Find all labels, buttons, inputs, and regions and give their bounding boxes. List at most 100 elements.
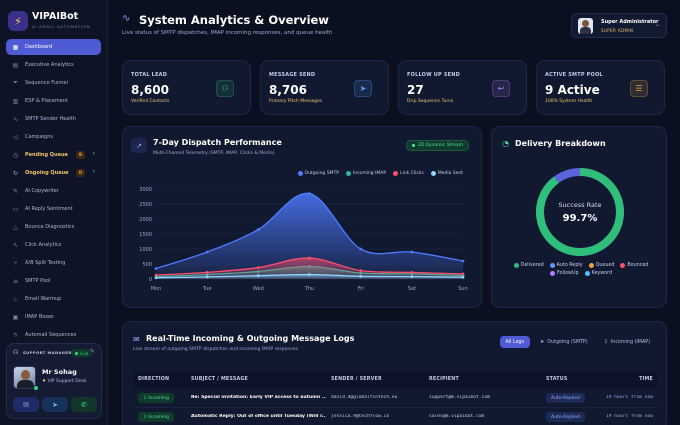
success-rate-label: Success Rate [558,201,602,209]
legend-label: Link Clicks [400,171,424,176]
support-manager-card: ☊ SUPPORT MANAGER Live ✎ Mr Sohag ♦ VIP … [6,343,102,419]
sidebar-item-ongoing-queue[interactable]: ↻ Ongoing Queue 0 › [6,165,101,181]
message-button[interactable]: ➤ [42,397,68,412]
chart-legend: Outgoing SMTP Incoming IMAP Link Clicks Med… [297,171,463,176]
pulse-icon: ∿ [12,115,19,123]
point-media-sent [359,274,363,278]
sidebar-item-label: A/B Split Testing [25,260,66,266]
stream-badge: 3D Dynamic Stream [405,140,469,151]
sidebar-item-label: Dashboard [25,44,53,50]
point-outgoing-smtp [359,247,363,251]
tab-outgoing-smtp[interactable]: ➤ Outgoing (SMTP) [534,336,594,348]
point-outgoing-smtp [205,250,209,254]
tab-label: Incoming (IMAP) [610,339,650,345]
sidebar-item-automail-sequences[interactable]: ϟ Automail Sequences [6,327,101,343]
warning-icon: △ [13,223,18,231]
tab-incoming-imap[interactable]: ⇩ Incoming (IMAP) [598,336,656,348]
sidebar-item-label: Campaigns [25,134,54,140]
legend-entry: FollowUp [549,271,579,276]
legend-entry: Delivered [513,263,544,268]
profile-name: Super Administrator [601,19,659,25]
tab-all-logs[interactable]: All Logs [499,336,531,348]
download-icon: ⇩ [603,339,608,345]
stat-label: MESSAGE SEND [269,72,316,78]
point-link-clicks [359,269,363,272]
legend-label: Media Sent [437,171,463,176]
sidebar-item-click-analytics[interactable]: ↖ Click Analytics [6,237,101,253]
x-tick-label: Mon [151,286,162,292]
point-link-clicks [205,271,209,274]
logs-title: Real-Time Incoming & Outgoing Message Lo… [146,334,355,343]
x-tick-label: Sat [408,286,416,292]
legend-label: Bounced [627,263,649,268]
point-link-clicks [154,273,158,277]
headset-icon: ☊ [13,349,19,356]
sidebar-item-label: IMAP Boxes [25,314,54,320]
sidebar-item-ai-copywriter[interactable]: ✎ AI Copywriter [6,183,101,199]
table-row[interactable]: ⇩ Incoming Re: Special invitation: Early … [133,390,658,408]
sidebar-item-ai-reply-sentiment[interactable]: ▭ AI Reply Sentiment [6,201,101,217]
stat-subtext: Primary Pitch Messages [269,99,323,104]
sidebar-item-dashboard[interactable]: ▦ Dashboard [6,39,101,55]
sidebar-item-label: Ongoing Queue [25,170,69,176]
clock-icon: ◷ [12,151,19,159]
call-button[interactable]: ✆ [71,397,97,412]
row-subject: Automatic Reply: Out of office until Tue… [191,414,326,419]
legend-label: Outgoing SMTP [304,171,339,176]
legend-swatch [549,263,555,268]
row-subject: Re: Special invitation: Early VIP access… [191,395,326,400]
delivery-legend: Delivered Auto Reply Queued Bounced FollowUp… [506,263,656,276]
pie-icon: ◔ [502,139,509,148]
row-recipient: support@m.vipaibot.com [429,395,490,400]
profile-menu[interactable]: Super Administrator SUPER ADMIN ⌄ [571,13,667,38]
activity-icon: ∿ [122,13,131,24]
x-tick-label: Wed [253,286,264,292]
chevron-right-icon: › [92,168,95,175]
area-outgoing-smtp [156,193,463,279]
sidebar-item-executive-analytics[interactable]: ▤ Executive Analytics [6,57,101,73]
sidebar-item-label: ESP & Placement [25,98,68,104]
chart-title: 7-Day Dispatch Performance [153,138,282,147]
delivery-title: Delivery Breakdown [515,139,606,148]
column-header: SUBJECT / MESSAGE [191,377,249,382]
legend-label: Keyword [591,271,613,276]
table-row[interactable]: ⇩ Incoming Automatic Reply: Out of office… [133,409,658,425]
sidebar-item-imap-boxes[interactable]: ▣ IMAP Boxes [6,309,101,325]
sidebar-item-email-warmup[interactable]: ♨ Email Warmup [6,291,101,307]
legend-entry: Auto Reply [549,263,583,268]
pen-icon: ✎ [12,187,19,195]
bolt-logo-icon: ⚡ [8,11,28,31]
stack-icon: ≡ [12,277,19,285]
sidebar-item-label: AI Copywriter [25,188,59,194]
sidebar-item-sequence-funnel[interactable]: ⏷ Sequence Funnel [6,75,101,91]
delivery-breakdown-card: ◔ Delivery Breakdown Success Rate 99.7% … [491,126,667,308]
legend-entry: Keyword [584,271,613,276]
success-rate-value: 99.7% [562,213,598,224]
reply-icon: ↩ [492,80,510,97]
chart-icon: ▤ [12,61,19,69]
sidebar-item-esp-placement[interactable]: ▥ ESP & Placement [6,93,101,109]
email-button[interactable]: ✉ [13,397,39,412]
stat-subtext: 100% System Health [545,99,593,104]
point-media-sent [154,276,158,280]
sidebar-item-pending-queue[interactable]: ◷ Pending Queue 8 › [6,147,101,163]
success-donut [536,168,624,256]
sidebar-item-smtp-sender-health[interactable]: ∿ SMTP Sender Health [6,111,101,127]
agent-role: ♦ VIP Support Desk [42,379,87,384]
sidebar-item-a-b-split-testing[interactable]: ⑂ A/B Split Testing [6,255,101,271]
legend-entry: Link Clicks [393,171,424,176]
sidebar-item-campaigns[interactable]: ◁ Campaigns [6,129,101,145]
sidebar-item-smtp-pool[interactable]: ≡ SMTP Pool [6,273,101,289]
stat-subtext: Verified Contacts [131,99,170,104]
trend-icon: ↗ [131,138,147,153]
edit-icon[interactable]: ✎ [89,348,95,355]
brand[interactable]: ⚡ VIPAIBot AI EMAIL AUTOMATION [6,8,106,36]
chevron-down-icon: ⌄ [654,21,660,28]
stat-card-total-lead: TOTAL LEAD 8,600 Verified Contacts ⚇ [122,60,251,115]
stat-card-follow-up-send: FOLLOW UP SEND 27 Drip Sequence Turns ↩ [398,60,527,115]
point-outgoing-smtp [308,192,311,195]
y-tick-label: 2000 [139,217,152,223]
point-outgoing-smtp [410,250,414,254]
sidebar-item-bounce-diagnostics[interactable]: △ Bounce Diagnostics [6,219,101,235]
legend-entry: Media Sent [430,171,463,176]
